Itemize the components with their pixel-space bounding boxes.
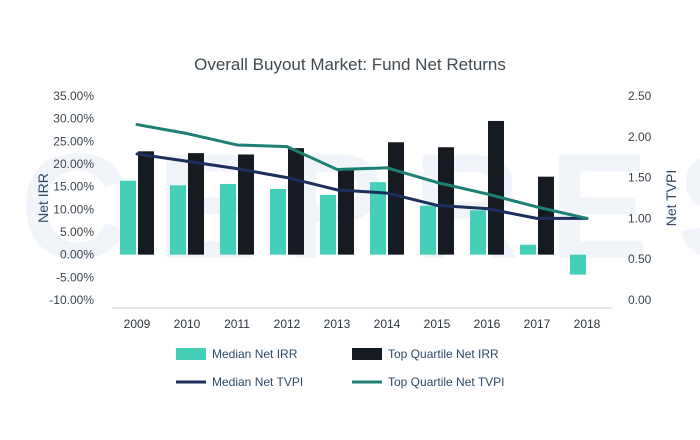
left-tick-label: -10.00%: [49, 293, 94, 307]
right-tick-label: 0.50: [628, 252, 652, 266]
right-axis-title: Net TVPI: [663, 170, 679, 227]
left-axis-title: Net IRR: [35, 173, 51, 223]
category-labels: 2009 2010 2011 2012 2013 2014 2015 2016 2017 2018: [124, 317, 601, 331]
median-irr-bar: [220, 183, 236, 255]
median-irr-bar: [270, 188, 286, 255]
right-tick-label: 1.00: [628, 211, 652, 225]
top-quartile-irr-bar: [338, 169, 354, 255]
top-quartile-irr-bar: [138, 151, 154, 255]
legend: Median Net IRR Top Quartile Net IRR Median…: [176, 347, 505, 389]
left-tick-label: 10.00%: [53, 202, 94, 216]
category-label: 2011: [224, 317, 250, 331]
left-axis-ticks: 35.00% 30.00% 25.00% 20.00% 15.00% 10.00% 5.00…: [49, 89, 94, 307]
legend-swatch: [352, 348, 382, 360]
top-quartile-irr-bar: [538, 176, 554, 255]
legend-label: Median Net IRR: [212, 347, 298, 361]
right-tick-label: 2.00: [628, 130, 652, 144]
top-quartile-irr-bar: [388, 142, 404, 255]
right-tick-label: 1.50: [628, 171, 652, 185]
median-irr-bar: [370, 182, 386, 255]
median-tvpi-line: [135, 152, 589, 220]
left-tick-label: 35.00%: [53, 89, 94, 103]
category-label: 2015: [424, 317, 451, 331]
left-tick-label: 20.00%: [53, 157, 94, 171]
chart-title: Overall Buyout Market: Fund Net Returns: [194, 55, 506, 74]
category-label: 2013: [324, 317, 351, 331]
category-label: 2012: [274, 317, 301, 331]
category-label: 2009: [124, 317, 151, 331]
top-quartile-irr-bar: [288, 148, 304, 255]
median-irr-bar: [420, 205, 436, 255]
category-label: 2016: [474, 317, 501, 331]
left-tick-label: 15.00%: [53, 180, 94, 194]
top-quartile-irr-bar: [438, 147, 454, 255]
left-tick-label: 30.00%: [53, 112, 94, 126]
top-quartile-irr-bar: [238, 154, 254, 255]
line-layer: [135, 123, 589, 220]
top-quartile-irr-bar: [188, 153, 204, 255]
category-label: 2017: [524, 317, 551, 331]
bar-layer: [120, 120, 586, 275]
left-tick-label: 0.00%: [60, 248, 94, 262]
legend-label: Top Quartile Net IRR: [388, 347, 499, 361]
category-label: 2018: [574, 317, 601, 331]
right-tick-label: 0.00: [628, 293, 652, 307]
top-quartile-irr-bar: [488, 120, 504, 255]
median-irr-bar: [120, 180, 136, 255]
right-tick-label: 2.50: [628, 89, 652, 103]
median-irr-bar: [320, 194, 336, 255]
legend-label: Median Net TVPI: [212, 375, 303, 389]
category-label: 2010: [174, 317, 201, 331]
top-quartile-tvpi-line: [135, 123, 589, 220]
category-label: 2014: [374, 317, 401, 331]
left-tick-label: -5.00%: [56, 270, 94, 284]
left-tick-label: 5.00%: [60, 225, 94, 239]
right-axis-ticks: 2.50 2.00 1.50 1.00 0.50 0.00: [628, 89, 652, 307]
median-irr-bar: [470, 210, 486, 255]
legend-label: Top Quartile Net TVPI: [388, 375, 505, 389]
median-irr-bar: [170, 185, 186, 255]
median-irr-bar: [520, 244, 536, 255]
median-irr-bar: [570, 254, 586, 275]
left-tick-label: 25.00%: [53, 134, 94, 148]
legend-swatch: [176, 348, 206, 360]
